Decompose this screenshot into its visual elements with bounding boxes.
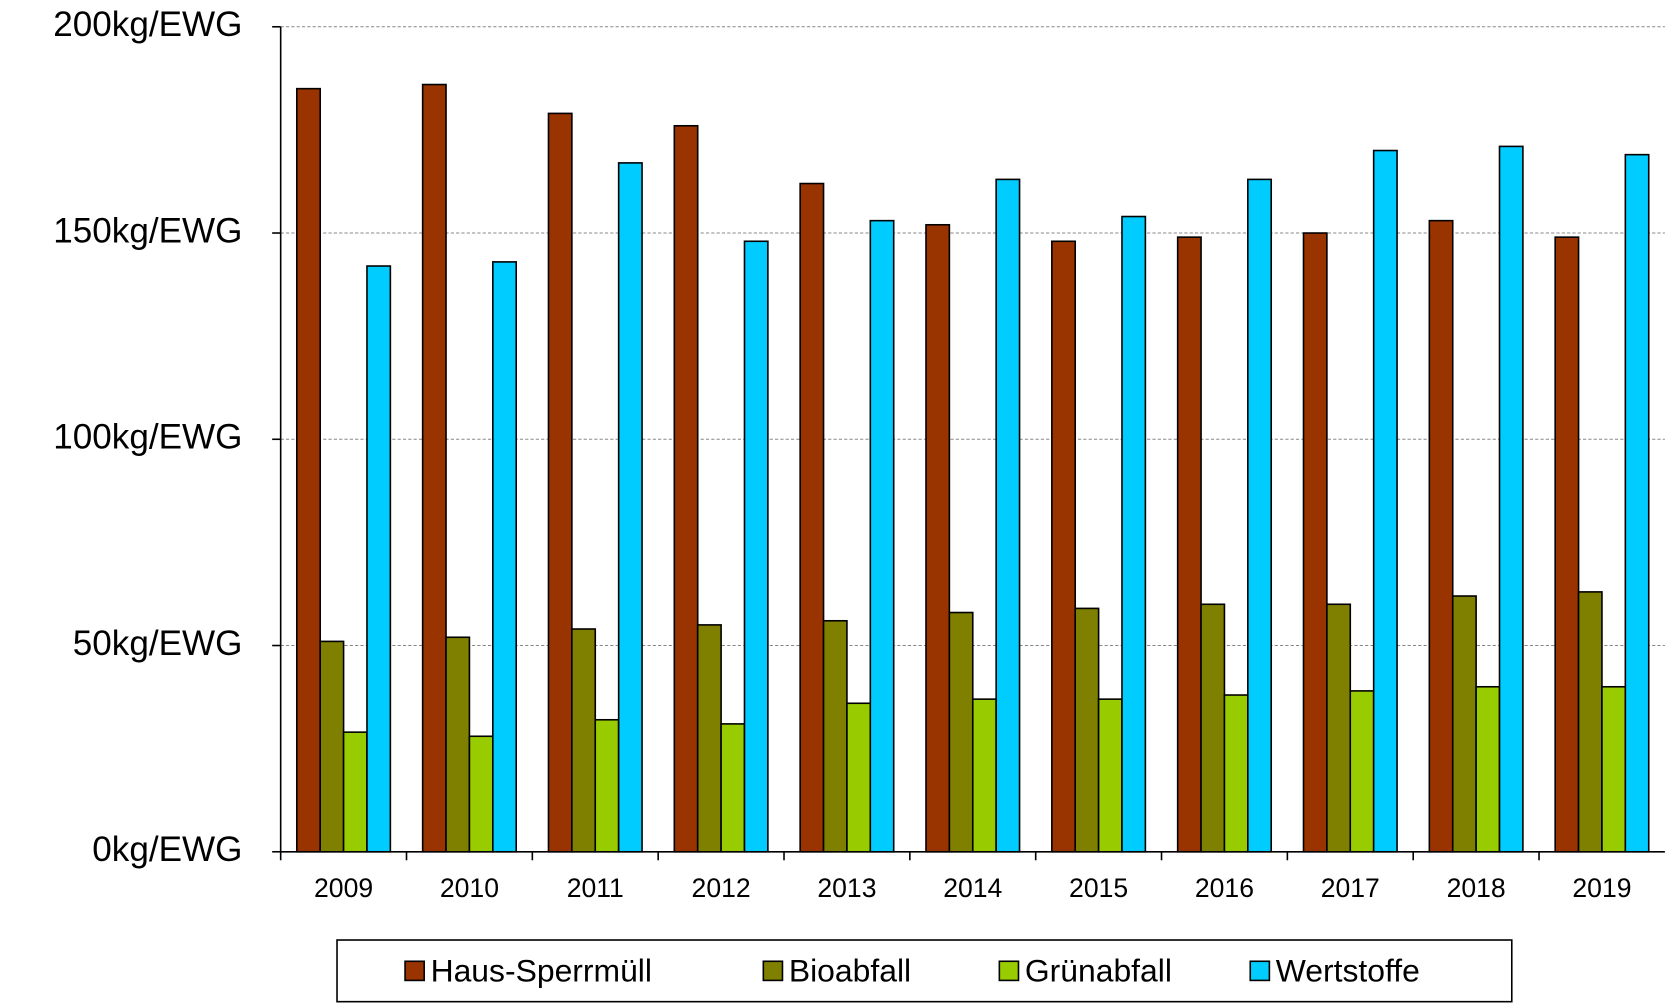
y-tick-label: 150kg/EWG bbox=[53, 211, 242, 250]
x-tick-label: 2014 bbox=[943, 873, 1002, 903]
bar bbox=[1624, 153, 1650, 853]
x-tick-label: 2019 bbox=[1572, 873, 1631, 903]
y-tick-label: 100kg/EWG bbox=[53, 418, 242, 457]
legend-box bbox=[336, 939, 1513, 1003]
bar bbox=[995, 178, 1021, 853]
bar bbox=[869, 219, 895, 853]
x-tick-label: 2011 bbox=[567, 873, 624, 903]
legend-swatch bbox=[404, 960, 425, 982]
bar bbox=[1372, 149, 1398, 853]
bar bbox=[1498, 145, 1524, 853]
bar bbox=[1601, 685, 1627, 853]
x-tick-label: 2009 bbox=[314, 873, 373, 903]
legend-swatch bbox=[762, 960, 784, 982]
bar bbox=[1475, 685, 1501, 853]
bar bbox=[617, 162, 643, 853]
legend-label: Wertstoffe bbox=[1276, 952, 1420, 988]
bar bbox=[1554, 236, 1580, 853]
bar bbox=[720, 723, 746, 853]
bar bbox=[1326, 603, 1352, 853]
y-tick-label: 0kg/EWG bbox=[92, 830, 242, 869]
bar bbox=[1176, 236, 1202, 853]
bar bbox=[571, 628, 597, 853]
y-tick-label: 50kg/EWG bbox=[73, 624, 243, 663]
y-tick-label: 200kg/EWG bbox=[53, 5, 242, 44]
bar bbox=[1428, 219, 1454, 853]
legend-swatch bbox=[998, 960, 1020, 982]
bar bbox=[846, 702, 872, 853]
bar bbox=[492, 261, 517, 853]
legend-swatch bbox=[1249, 960, 1271, 982]
legend-label: Grünabfall bbox=[1025, 952, 1172, 988]
bar bbox=[1121, 215, 1147, 853]
legend-label: Bioabfall bbox=[789, 952, 911, 988]
bar bbox=[743, 240, 769, 853]
bar bbox=[925, 223, 951, 853]
x-tick-label: 2016 bbox=[1195, 873, 1254, 903]
x-tick-label: 2010 bbox=[440, 873, 499, 903]
bar bbox=[1577, 591, 1603, 853]
bar bbox=[799, 182, 825, 853]
x-tick-label: 2015 bbox=[1069, 873, 1128, 903]
bar bbox=[1051, 240, 1077, 853]
bar bbox=[421, 83, 447, 853]
bar bbox=[1302, 232, 1328, 853]
bar bbox=[1451, 595, 1477, 853]
bar bbox=[468, 735, 494, 853]
x-tick-label: 2017 bbox=[1321, 873, 1380, 903]
bar bbox=[296, 87, 321, 853]
bar bbox=[971, 698, 997, 853]
bar bbox=[594, 718, 620, 853]
bar bbox=[1223, 694, 1249, 853]
bar bbox=[1200, 603, 1226, 853]
x-tick-label: 2013 bbox=[817, 873, 876, 903]
bar bbox=[696, 624, 722, 853]
bar bbox=[822, 619, 848, 853]
bar bbox=[673, 124, 699, 853]
bar bbox=[342, 731, 368, 853]
bar bbox=[366, 265, 392, 853]
bar bbox=[319, 640, 345, 853]
x-tick-label: 2018 bbox=[1447, 873, 1506, 903]
x-tick-label: 2012 bbox=[692, 873, 751, 903]
bar bbox=[1074, 607, 1100, 853]
legend-label: Haus-Sperrmüll bbox=[431, 952, 652, 988]
bar bbox=[1097, 698, 1123, 853]
bar bbox=[1247, 178, 1273, 853]
bar bbox=[1349, 690, 1375, 853]
bar bbox=[445, 636, 471, 853]
bar bbox=[547, 112, 573, 853]
bar bbox=[948, 611, 974, 853]
